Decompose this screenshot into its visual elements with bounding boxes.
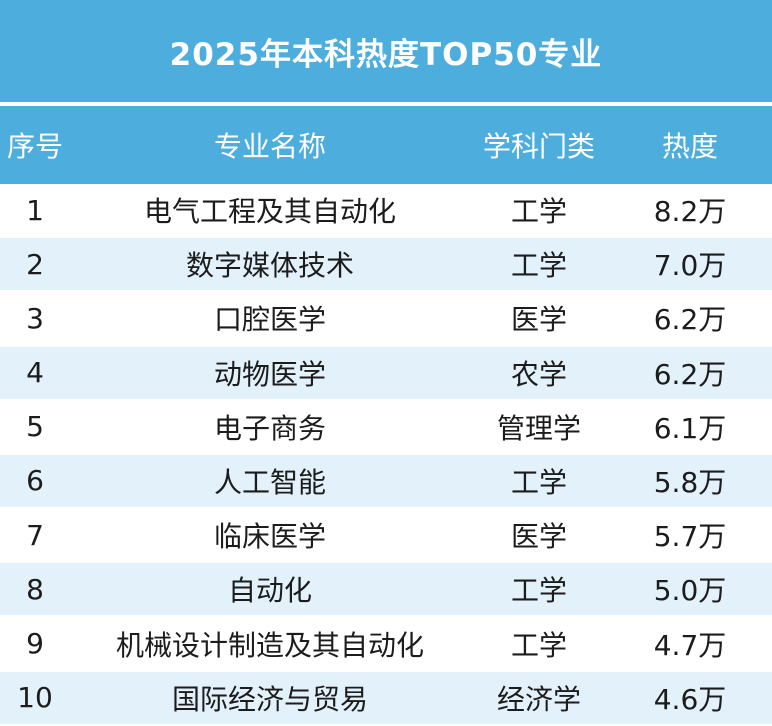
table-header: 序号 专业名称 学科门类 热度 [0, 106, 772, 184]
cell-rank: 2 [26, 247, 44, 281]
cell-category: 医学 [510, 303, 567, 337]
cell-major: 口腔医学 [213, 303, 326, 337]
cell-category: 医学 [510, 520, 567, 554]
cell-category: 农学 [510, 357, 567, 391]
page-title: 2025年本科热度TOP50专业 [169, 36, 603, 73]
header-category: 学科门类 [482, 130, 595, 163]
cell-major: 电气工程及其自动化 [143, 195, 396, 228]
cell-heat: 8.2万 [653, 195, 727, 228]
table-row: 7 临床医学 医学 5.7万 [0, 509, 772, 562]
table-row: 3 口腔医学 医学 6.2万 [0, 292, 772, 345]
cell-category: 管理学 [496, 411, 581, 445]
cell-heat: 5.8万 [653, 465, 727, 499]
table-row: 4 动物医学 农学 6.2万 [0, 346, 772, 399]
cell-category: 工学 [510, 249, 567, 283]
table-row: 1 电气工程及其自动化 工学 8.2万 [0, 184, 772, 236]
cell-heat: 5.7万 [653, 520, 727, 554]
cell-heat: 6.2万 [653, 303, 727, 337]
cell-heat: 6.2万 [653, 357, 727, 391]
cell-category: 工学 [510, 628, 567, 662]
header-major: 专业名称 [213, 130, 326, 163]
cell-category: 工学 [510, 195, 567, 228]
table-row: 8 自动化 工学 5.0万 [0, 563, 772, 616]
cell-major: 电子商务 [213, 411, 326, 445]
cell-rank: 10 [17, 681, 53, 715]
cell-category: 经济学 [496, 682, 581, 716]
cell-heat: 4.7万 [653, 628, 727, 662]
cell-rank: 8 [26, 572, 44, 606]
header-heat: 热度 [661, 130, 718, 163]
table-row: 2 数字媒体技术 工学 7.0万 [0, 238, 772, 291]
table-row: 10 国际经济与贸易 经济学 4.6万 [0, 671, 772, 724]
cell-category: 工学 [510, 574, 567, 608]
table-row: 6 人工智能 工学 5.8万 [0, 454, 772, 507]
cell-major: 自动化 [227, 574, 312, 608]
cell-rank: 4 [26, 356, 44, 390]
cell-major: 临床医学 [213, 520, 326, 554]
cell-major: 国际经济与贸易 [171, 682, 368, 716]
cell-major: 动物医学 [213, 357, 326, 391]
cell-major: 数字媒体技术 [185, 249, 354, 283]
cell-rank: 6 [26, 464, 44, 498]
cell-category: 工学 [510, 465, 567, 499]
title-divider [0, 102, 772, 106]
table-row: 5 电子商务 管理学 6.1万 [0, 400, 772, 453]
cell-rank: 5 [26, 410, 44, 444]
cell-rank: 7 [26, 518, 44, 552]
cell-rank: 9 [26, 627, 44, 660]
cell-heat: 6.1万 [653, 411, 727, 445]
table-row: 9 机械设计制造及其自动化 工学 4.7万 [0, 617, 772, 670]
cell-heat: 7.0万 [653, 249, 727, 283]
cell-heat: 4.6万 [653, 682, 727, 716]
title-bar: 2025年本科热度TOP50专业 [0, 0, 772, 102]
cell-rank: 3 [26, 301, 44, 335]
cell-major: 机械设计制造及其自动化 [115, 628, 424, 662]
cell-rank: 1 [26, 193, 44, 227]
table-body: 1 电气工程及其自动化 工学 8.2万 2 数字媒体技术 工学 7.0万 3 口… [0, 184, 772, 726]
cell-major: 人工智能 [213, 465, 326, 499]
header-rank: 序号 [6, 130, 63, 163]
cell-heat: 5.0万 [653, 574, 727, 608]
